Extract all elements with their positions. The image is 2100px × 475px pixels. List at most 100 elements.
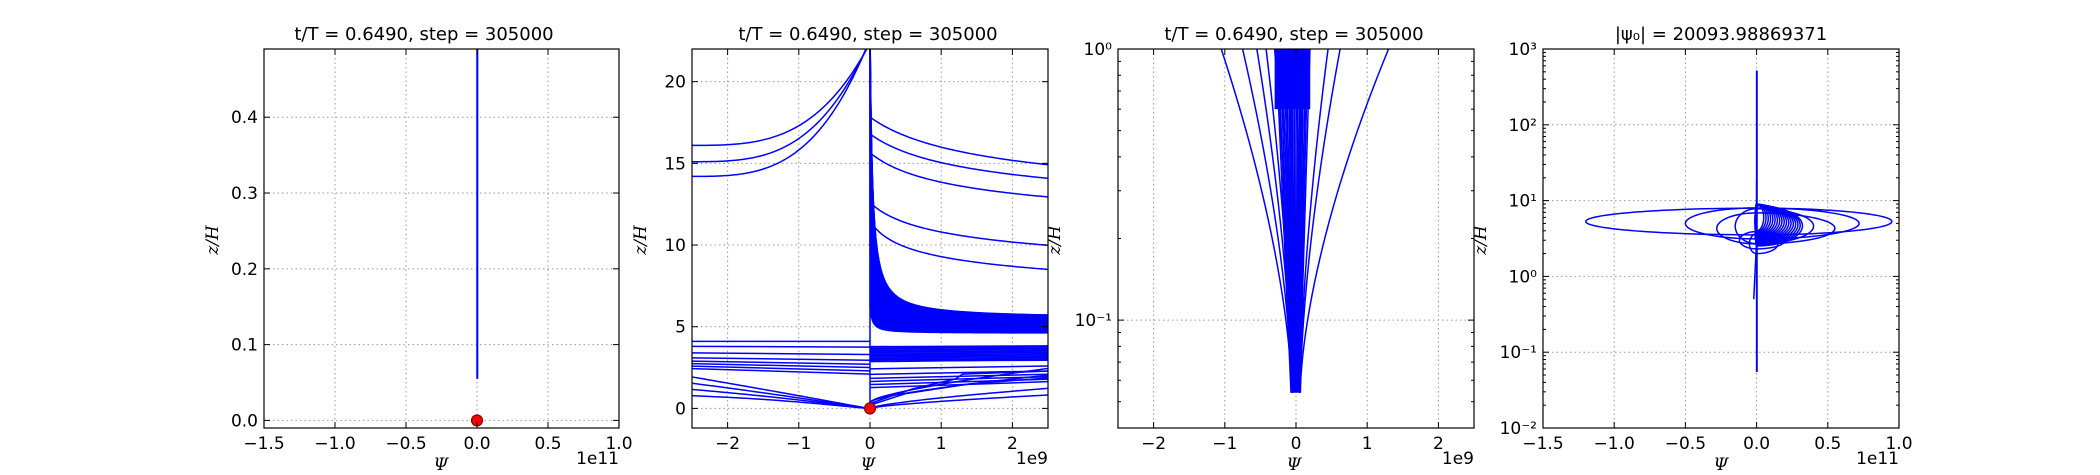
panel-2-streamline	[692, 388, 871, 410]
panel-2-streamline	[869, 365, 1048, 370]
panel-2-title: t/T = 0.6490, step = 305000	[738, 24, 997, 45]
panel-4-y-tick-label: 10¹	[1509, 192, 1537, 212]
panel-2-x-tick-label: −1	[786, 434, 811, 454]
panel-1-title: t/T = 0.6490, step = 305000	[294, 24, 553, 45]
panel-2-y-tick-label: 0	[675, 399, 686, 419]
panel-4-x-tick-label: 0.5	[1814, 434, 1841, 454]
panel-2-streamline	[869, 94, 1048, 320]
panel-4-loop	[1748, 233, 1757, 255]
panel-2-streamline	[869, 109, 1048, 321]
panel-2-streamline	[869, 63, 1048, 318]
panel-3-y-tick-label: 10⁻¹	[1075, 311, 1112, 331]
panel-4-offset-text: 1e11	[1856, 449, 1899, 469]
panel-2-streamline	[692, 357, 871, 361]
panel-2-streamline	[869, 358, 1048, 361]
panel-4-loop	[1756, 205, 1804, 247]
panel-2-streamline	[869, 116, 1048, 321]
panel-2-streamline	[869, 377, 1048, 406]
panel-3-x-tick-label: −1	[1212, 434, 1237, 454]
panel-4-loop	[1756, 207, 1860, 240]
panel-1-x-tick-label: −1.5	[243, 434, 284, 454]
panel-4-y-tick-label: 10⁻¹	[1500, 343, 1537, 363]
panel-2-streamline	[869, 112, 1048, 321]
panel-2-streamline	[869, 370, 1048, 405]
panel-2-streamline	[869, 349, 1048, 352]
panel-2-streamline	[869, 79, 1048, 319]
panel-1-grid	[263, 49, 620, 428]
panel-2-streamline	[869, 359, 1048, 362]
panel-4-loop	[1734, 207, 1757, 245]
panel-3-title: t/T = 0.6490, step = 305000	[1164, 24, 1423, 45]
panel-2-streamline	[869, 351, 1048, 354]
panel-3-streamline	[1299, 49, 1390, 393]
panel-2-marker	[863, 402, 877, 415]
panel-2-streamline	[692, 345, 871, 348]
panel-1-x-tick-label: 1.0	[605, 434, 632, 454]
panel-4-grid	[1542, 48, 1900, 429]
panel-4-x-label: Ψ	[1714, 455, 1730, 475]
panel-2-streamline	[869, 131, 1048, 322]
panel-2-plot	[692, 49, 1048, 415]
panel-1-ticks: −1.5 −1.0 −0.5 0.0 0.5 1.0 0.0 0.1 0.2 0.3 0.4	[231, 49, 633, 454]
panel-2-x-label: Ψ	[861, 455, 877, 475]
panel-2-y-label: z/H	[631, 224, 651, 256]
panel-2-streamline	[869, 90, 1048, 320]
panel-2-streamline	[869, 350, 1048, 353]
panel-4-y-tick-label: 10⁻²	[1500, 419, 1537, 439]
panel-2-x-tick-label: 1	[936, 434, 947, 454]
panel-4-plot	[1584, 70, 1893, 372]
panel-3-ticks: −2 −1 0 1 2 10⁻¹ 10⁰	[1075, 40, 1474, 454]
panel-4: |ψ₀| = 20093.98869371 Ψ z/H 1e11 −1.5 −1.…	[1471, 24, 1913, 475]
panel-2-streamline	[692, 365, 871, 372]
panel-2-streamline	[692, 367, 871, 375]
panel-1-y-tick-label: 0.0	[231, 411, 258, 431]
panel-2-streamline	[869, 354, 1048, 357]
panel-4-x-tick-label: 1.0	[1885, 434, 1912, 454]
panel-2-x-tick-label: 0	[865, 434, 876, 454]
panel-4-loop	[1756, 207, 1893, 236]
panel-2-streamline	[869, 101, 1048, 320]
panel-2-streamline	[692, 376, 871, 410]
panel-2-streamline	[869, 49, 1048, 318]
panel-4-y-tick-label: 10²	[1509, 116, 1537, 136]
panel-2-streamline	[869, 49, 1048, 316]
panel-2-streamline	[869, 202, 1048, 247]
panel-3-x-tick-label: −2	[1141, 434, 1166, 454]
panel-3-x-tick-label: 1	[1362, 434, 1373, 454]
panel-3-y-tick-label: 10⁰	[1084, 40, 1113, 60]
panel-2-streamline	[692, 360, 871, 366]
panel-2-streamline	[869, 347, 1048, 351]
panel-2-streamline	[869, 220, 1048, 271]
panel-4-x-tick-label: −1.0	[1594, 434, 1635, 454]
panel-2-x-tick-label: 2	[1007, 434, 1018, 454]
panel-4-loop	[1715, 212, 1757, 245]
panel-2: t/T = 0.6490, step = 305000 Ψ z/H 1e9 −2…	[631, 24, 1049, 475]
panel-3-x-tick-label: 2	[1433, 434, 1444, 454]
panel-2-streamline	[869, 373, 1048, 380]
panel-2-streamline	[869, 52, 1048, 318]
panel-1-offset-text: 1e11	[576, 449, 619, 469]
panel-2-streamline	[869, 133, 1048, 180]
panel-1-x-label: Ψ	[434, 455, 450, 475]
panel-1-x-tick-label: −1.0	[314, 434, 355, 454]
panel-2-streamline	[692, 394, 871, 410]
panel-4-frame	[1542, 48, 1900, 429]
panel-2-streamline	[869, 356, 1048, 360]
panel-3-y-label: z/H	[1045, 224, 1065, 256]
panel-2-streamline	[869, 394, 1048, 410]
panel-1-frame	[263, 48, 620, 429]
panel-2-streamline	[692, 362, 871, 369]
panel-2-streamline	[869, 97, 1048, 320]
panel-2-streamline	[869, 105, 1048, 320]
panel-2-streamline	[869, 116, 1048, 166]
panel-2-y-tick-label: 15	[664, 154, 686, 174]
panel-2-streamline	[869, 124, 1048, 321]
panel-2-streamline	[869, 352, 1048, 356]
panel-3-streamline	[1298, 49, 1311, 393]
panel-2-streamline	[692, 352, 871, 356]
panel-2-streamline	[692, 49, 868, 163]
panel-4-ticks: −1.5 −1.0 −0.5 0.0 0.5 1.0 10⁻² 10⁻¹ 10⁰ 10¹ 10² 10…	[1500, 40, 1913, 454]
panel-1-x-tick-label: 0.0	[463, 434, 490, 454]
panel-2-streamline	[869, 60, 1048, 318]
